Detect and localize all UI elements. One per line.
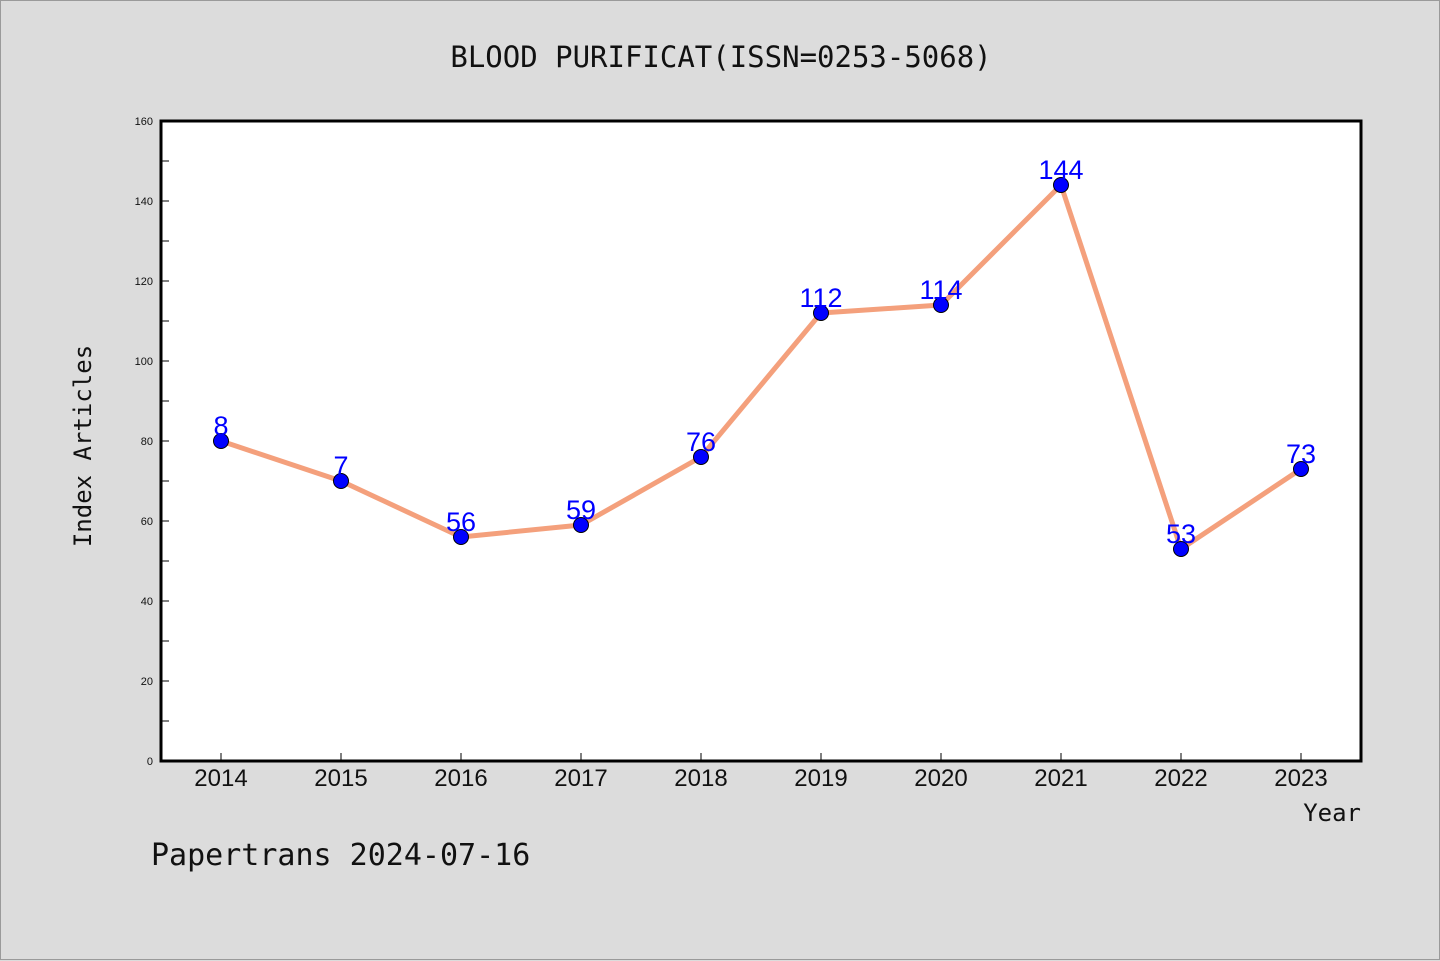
y-tick-label: 40: [141, 596, 153, 608]
data-label: 112: [799, 283, 842, 313]
x-tick-label: 2021: [1034, 765, 1087, 792]
data-label: 144: [1038, 155, 1083, 185]
data-label: 8: [213, 411, 228, 441]
data-label: 53: [1166, 519, 1196, 549]
data-point-marker: [813, 305, 829, 321]
x-tick-label: 2019: [794, 765, 847, 792]
y-axis-label: Index Articles: [69, 345, 97, 547]
data-point-marker: [1293, 461, 1309, 477]
data-label: 73: [1286, 439, 1316, 469]
y-tick-label: 0: [147, 756, 153, 768]
data-label: 76: [686, 427, 716, 457]
data-labels-group: 8 7 56 59 76 112 114 144 53 73: [213, 155, 1316, 549]
y-tick-label: 140: [135, 196, 153, 208]
x-tick-label: 2016: [434, 765, 487, 792]
y-tick-label: 20: [141, 676, 153, 688]
y-tick-label: 120: [135, 276, 153, 288]
data-point-marker: [333, 473, 349, 489]
x-axis-ticks: 2014 2015 2016 2017 2018 2019 2020 2021 2022 2023: [194, 753, 1328, 792]
x-tick-label: 2020: [914, 765, 967, 792]
y-tick-label: 100: [135, 356, 153, 368]
data-label: 114: [919, 275, 962, 305]
plot-area: [159, 119, 1363, 763]
x-tick-label: 2018: [674, 765, 727, 792]
data-label: 56: [446, 507, 476, 537]
data-label: 7: [333, 451, 348, 481]
y-tick-label: 160: [135, 116, 153, 128]
series-line-group: [213, 177, 1309, 557]
data-point-marker: [453, 529, 469, 545]
x-tick-label: 2022: [1154, 765, 1207, 792]
y-tick-label: 60: [141, 516, 153, 528]
data-point-marker: [693, 449, 709, 465]
data-point-marker: [1173, 541, 1189, 557]
y-axis-ticks: 0 20 40 60 80 100 120 140 160: [135, 116, 169, 768]
y-tick-label: 80: [141, 436, 153, 448]
data-point-marker: [933, 297, 949, 313]
x-tick-label: 2015: [314, 765, 367, 792]
series-line: [218, 182, 1304, 552]
data-point-marker: [1053, 177, 1069, 193]
x-tick-label: 2014: [194, 765, 247, 792]
x-tick-label: 2017: [554, 765, 607, 792]
data-point-marker: [573, 517, 589, 533]
x-axis-label: Year: [1303, 799, 1361, 827]
chart-title: BLOOD PURIFICAT(ISSN=0253-5068): [450, 40, 991, 74]
x-tick-label: 2023: [1274, 765, 1327, 792]
footer-credit: Papertrans 2024-07-16: [151, 838, 530, 873]
data-point-marker: [213, 433, 229, 449]
data-label: 59: [566, 495, 596, 525]
